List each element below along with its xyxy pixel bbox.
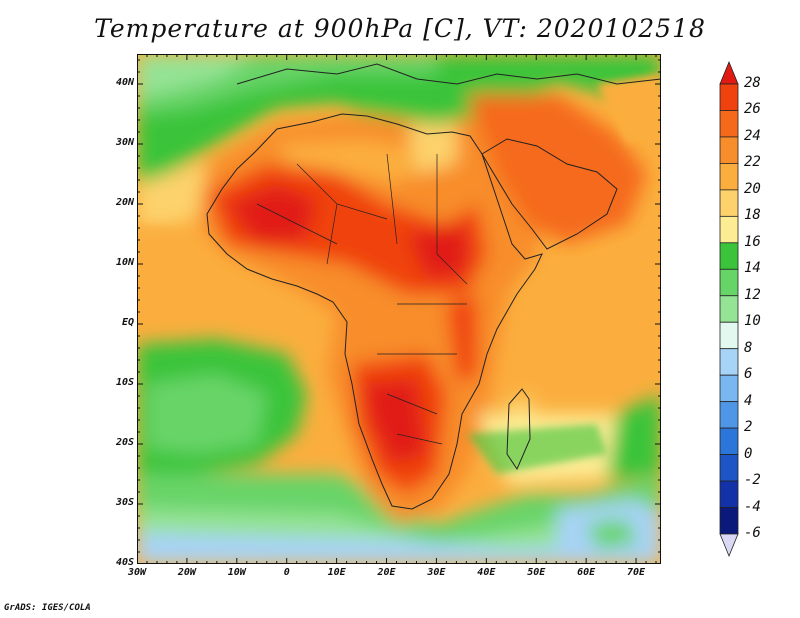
longitude-label: 50E [527,567,546,578]
colorbar-label: 18 [744,207,761,224]
latitude-label: EQ [121,317,134,328]
latitude-label: 30S [115,497,134,508]
map-title: Temperature at 900hPa [C], VT: 202010251… [94,14,706,43]
colorbar-bottom-arrow [719,533,739,558]
colorbar-box [719,374,739,403]
colorbar-top-arrow [719,60,739,85]
colorbar-box [719,480,739,508]
colorbar-box [719,295,739,323]
longitude-label: 10E [327,567,346,578]
colorbar-box [719,163,739,191]
longitude-label: 20W [177,567,196,578]
colorbar-box [719,268,739,297]
longitude-label: 10W [227,567,246,578]
colorbar-label: -6 [744,525,761,541]
colorbar [719,60,739,558]
axis-ticks [137,54,661,564]
colorbar-box [719,242,739,270]
colorbar-label: 10 [744,313,761,330]
colorbar-box [719,110,739,138]
africa-coastline [206,113,543,510]
latitude-label: 10N [115,257,134,268]
longitude-label: 70E [627,567,646,578]
colorbar-label: 20 [744,180,761,197]
longitude-label: 30W [127,567,147,578]
colorbar-box [719,427,739,455]
colorbar-box [719,507,739,535]
credit-text: GrADS: IGES/COLA [4,603,91,613]
colorbar-label: 26 [744,101,761,118]
colorbar-label: 12 [744,286,761,303]
colorbar-label: -2 [744,472,761,489]
longitude-label: 20E [377,567,396,578]
colorbar-label: 0 [744,445,753,462]
latitude-label: 30N [115,137,134,148]
colorbar-box [719,83,739,111]
colorbar-box [719,321,739,350]
temperature-field [137,54,661,564]
map-canvas [137,54,661,564]
latitude-label: 20N [115,197,134,208]
map-frame [137,54,661,564]
colorbar-box [719,136,739,164]
country-borders [256,153,468,445]
longitude-label: 40E [477,567,496,578]
colorbar-label: -4 [744,498,761,515]
latitude-label: 10S [115,377,134,388]
colorbar-label: 16 [744,233,761,250]
colorbar-box [719,348,739,376]
colorbar-box [719,189,739,217]
field-details [137,74,661,474]
longitude-label: 30E [427,567,446,578]
colorbar-box [719,401,739,429]
longitude-label: 60E [577,567,596,578]
colorbar-label: 4 [744,392,753,409]
colorbar-label: 2 [744,419,753,436]
colorbar-label: 22 [744,154,761,171]
latitude-label: 40N [115,77,134,88]
arabia-coastline [481,138,618,250]
europe-coastline [236,63,661,85]
colorbar-box [719,454,739,482]
colorbar-box [719,215,739,244]
madagascar-coastline [506,388,531,471]
colorbar-label: 24 [744,127,761,144]
temperature-map[interactable] [137,54,661,564]
colorbar-label: 28 [744,75,761,91]
latitude-label: 20S [115,437,134,448]
colorbar-label: 14 [744,260,761,277]
longitude-label: 0 [283,567,290,578]
latitude-label: 40S [115,557,134,568]
colorbar-label: 8 [744,339,753,356]
colorbar-label: 6 [744,366,753,383]
